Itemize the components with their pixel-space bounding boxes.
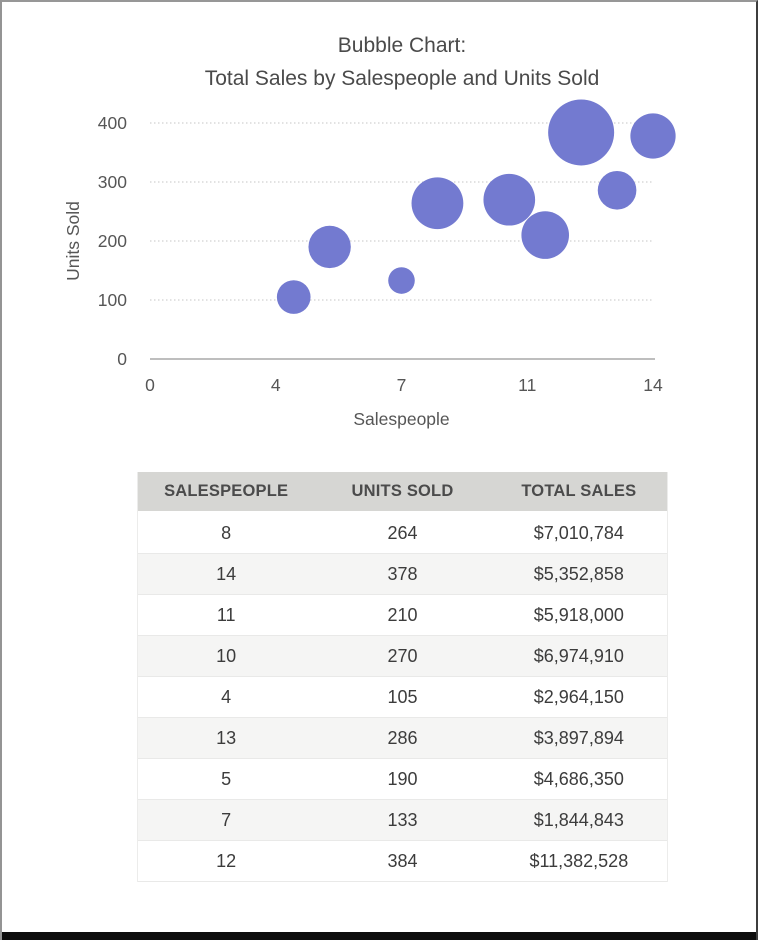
bubble-point (276, 280, 311, 314)
table-cell-units_sold: 105 (387, 686, 418, 707)
table-cell-salespeople: 10 (216, 645, 237, 666)
table-cell-units_sold: 378 (387, 563, 418, 584)
table-cell-units_sold: 133 (387, 809, 418, 830)
bubble-point (630, 113, 676, 159)
table-cell-total_sales: $11,382,528 (529, 850, 629, 871)
table-row: 13 286 $3,897,894 (138, 718, 667, 759)
table-cell-units_sold: 264 (387, 522, 418, 543)
window-bottom-edge (2, 932, 756, 940)
table-cell-salespeople: 14 (216, 563, 237, 584)
bubble-chart-canvas: 0 100 200 300 400 0 4 7 11 14 Units Sold Salespeopl… (63, 99, 676, 429)
table-header-cell-total_sales: TOTAL SALES (521, 482, 637, 500)
table-header-row: SALESPEOPLE UNITS SOLD TOTAL SALES (138, 472, 667, 513)
table-row: 8 264 $7,010,784 (138, 513, 667, 554)
table-cell-units_sold: 384 (387, 850, 418, 871)
table-cell-units_sold: 286 (387, 727, 418, 748)
chart-title-line1: Bubble Chart: (337, 34, 467, 57)
table-cell-total_sales: $2,964,150 (533, 686, 624, 707)
y-axis-tick-label: 100 (98, 290, 127, 310)
table-row: 4 105 $2,964,150 (138, 677, 667, 718)
y-axis-tick-label: 200 (98, 231, 127, 251)
x-axis-tick-label: 11 (518, 375, 536, 395)
bubble-point (597, 170, 637, 210)
table-header-cell-salespeople: SALESPEOPLE (164, 482, 289, 500)
x-axis-tick-label: 4 (271, 375, 281, 395)
table-cell-total_sales: $5,918,000 (533, 604, 624, 625)
bubble-point (411, 177, 464, 230)
x-axis-tick-label: 0 (145, 375, 155, 395)
table-cell-total_sales: $4,686,350 (533, 768, 624, 789)
y-axis-tick-label: 0 (117, 349, 127, 369)
x-axis-title: Salespeople (353, 409, 449, 429)
chart-title-line2: Total Sales by Salespeople and Units Sol… (204, 67, 600, 90)
y-axis-title: Units Sold (63, 201, 83, 281)
y-axis-tick-label: 400 (98, 113, 127, 133)
table-cell-salespeople: 7 (221, 809, 232, 830)
x-axis-tick-label: 7 (397, 375, 407, 395)
table-header-cell-units_sold: UNITS SOLD (351, 482, 454, 500)
table-cell-salespeople: 12 (216, 850, 237, 871)
bubble-point (308, 225, 351, 269)
table-cell-total_sales: $1,844,843 (533, 809, 624, 830)
table-cell-salespeople: 8 (221, 522, 232, 543)
table-cell-total_sales: $3,897,894 (533, 727, 624, 748)
table-cell-salespeople: 11 (216, 604, 236, 625)
table-row: 14 378 $5,352,858 (138, 554, 667, 595)
table-cell-units_sold: 210 (387, 604, 418, 625)
table-cell-salespeople: 4 (221, 686, 232, 707)
bubble-point (521, 211, 570, 259)
table-cell-total_sales: $5,352,858 (533, 563, 624, 584)
table-row: 7 133 $1,844,843 (138, 800, 667, 841)
bubble-point (483, 173, 536, 226)
y-axis-tick-label: 300 (98, 172, 127, 192)
table-cell-salespeople: 5 (221, 768, 232, 789)
table-cell-units_sold: 190 (387, 768, 418, 789)
table-row: 12 384 $11,382,528 (138, 841, 667, 882)
table-cell-total_sales: $6,974,910 (533, 645, 624, 666)
chart-title: Bubble Chart: Total Sales by Salespeople… (45, 29, 756, 95)
table-cell-units_sold: 270 (387, 645, 418, 666)
table-row: 11 210 $5,918,000 (138, 595, 667, 636)
table-row: 5 190 $4,686,350 (138, 759, 667, 800)
table-cell-total_sales: $7,010,784 (533, 522, 624, 543)
bubble-point (548, 99, 615, 166)
table-row: 10 270 $6,974,910 (138, 636, 667, 677)
x-axis-tick-label: 14 (643, 375, 663, 395)
table-cell-salespeople: 13 (216, 727, 237, 748)
bubble-point (388, 267, 415, 294)
data-table: SALESPEOPLE UNITS SOLD TOTAL SALES 8 264 $7,0… (137, 472, 668, 882)
